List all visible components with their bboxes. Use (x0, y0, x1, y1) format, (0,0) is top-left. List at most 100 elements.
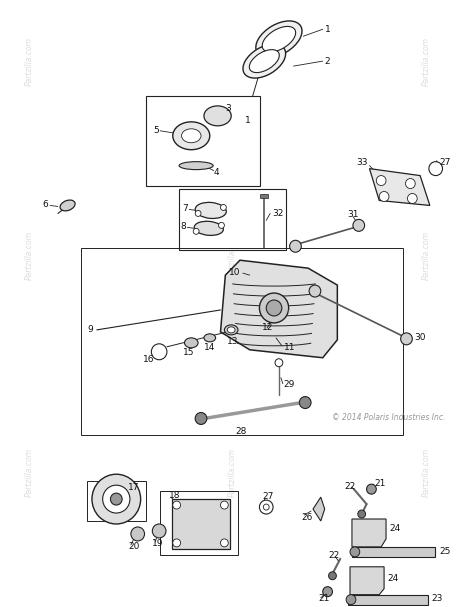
Circle shape (406, 178, 415, 189)
Circle shape (353, 219, 365, 231)
Bar (160, 491, 238, 555)
Circle shape (379, 192, 389, 202)
Text: 23: 23 (432, 594, 443, 603)
Text: 2: 2 (325, 56, 330, 66)
Text: 9: 9 (87, 325, 93, 334)
Text: 18: 18 (169, 490, 181, 500)
Bar (146, 96, 260, 186)
Circle shape (259, 293, 289, 323)
Ellipse shape (195, 202, 226, 219)
Circle shape (259, 500, 273, 514)
Ellipse shape (204, 106, 231, 126)
Text: 29: 29 (284, 380, 295, 389)
Circle shape (358, 510, 365, 518)
Text: 20: 20 (128, 543, 139, 551)
Circle shape (220, 205, 226, 211)
Bar (352, 547, 435, 557)
Ellipse shape (204, 334, 216, 342)
Text: 28: 28 (235, 427, 246, 436)
Ellipse shape (182, 129, 201, 143)
Text: © Partzilla: © Partzilla (263, 310, 292, 314)
Circle shape (92, 474, 141, 524)
Text: 27: 27 (439, 158, 451, 167)
Text: 26: 26 (301, 512, 313, 521)
Bar (260, 194, 268, 198)
Text: 33: 33 (356, 158, 367, 167)
Text: Partzilla.com: Partzilla.com (25, 448, 34, 497)
Circle shape (220, 539, 228, 547)
Text: 24: 24 (387, 574, 398, 583)
Circle shape (408, 194, 417, 203)
Circle shape (266, 300, 282, 316)
Circle shape (219, 222, 224, 228)
Text: 30: 30 (414, 333, 426, 342)
Text: 22: 22 (328, 551, 340, 560)
Polygon shape (352, 519, 386, 547)
Ellipse shape (249, 50, 279, 73)
Circle shape (220, 501, 228, 509)
Bar (172, 499, 230, 549)
Text: 25: 25 (439, 548, 451, 557)
Bar (87, 481, 146, 521)
Text: Partzilla.com: Partzilla.com (421, 448, 430, 497)
Text: 5: 5 (153, 126, 159, 135)
Text: Partzilla.com: Partzilla.com (228, 448, 237, 497)
Polygon shape (313, 497, 325, 521)
Ellipse shape (224, 325, 238, 335)
Circle shape (328, 572, 337, 580)
Circle shape (173, 501, 181, 509)
Text: 16: 16 (143, 355, 154, 364)
Text: 11: 11 (284, 344, 295, 352)
Text: 27: 27 (263, 492, 274, 501)
Text: 3: 3 (225, 104, 231, 114)
Text: 6: 6 (42, 200, 48, 209)
Text: 1: 1 (245, 117, 251, 125)
Polygon shape (350, 567, 384, 595)
Ellipse shape (228, 327, 235, 333)
Text: 15: 15 (182, 348, 194, 358)
Circle shape (290, 240, 301, 253)
Circle shape (350, 547, 360, 557)
Polygon shape (220, 260, 337, 358)
Circle shape (264, 504, 269, 510)
Bar (81, 248, 402, 435)
Text: 10: 10 (229, 268, 241, 277)
Text: 14: 14 (204, 344, 215, 352)
Ellipse shape (173, 122, 210, 150)
Text: 24: 24 (389, 524, 400, 534)
Text: 32: 32 (272, 209, 283, 218)
Text: 12: 12 (263, 324, 274, 333)
Circle shape (366, 484, 376, 494)
Circle shape (401, 333, 412, 345)
Text: 22: 22 (344, 482, 356, 490)
Circle shape (376, 175, 386, 186)
Ellipse shape (262, 27, 296, 52)
Circle shape (300, 396, 311, 409)
Ellipse shape (194, 222, 223, 236)
Ellipse shape (184, 338, 198, 348)
Text: 1: 1 (325, 25, 330, 34)
Text: 17: 17 (128, 483, 139, 492)
Circle shape (195, 413, 207, 424)
Circle shape (110, 493, 122, 505)
Bar (179, 189, 286, 250)
Circle shape (195, 211, 201, 217)
Circle shape (275, 359, 283, 367)
Polygon shape (369, 169, 430, 205)
Circle shape (309, 285, 321, 297)
Text: 21: 21 (318, 594, 329, 603)
Circle shape (152, 524, 166, 538)
Ellipse shape (256, 21, 302, 58)
Circle shape (346, 595, 356, 605)
Circle shape (193, 228, 199, 234)
Circle shape (151, 344, 167, 360)
Ellipse shape (179, 161, 213, 169)
Text: 7: 7 (182, 204, 188, 213)
Circle shape (131, 527, 145, 541)
Circle shape (103, 485, 130, 513)
Ellipse shape (60, 200, 75, 211)
Circle shape (323, 587, 332, 597)
Text: 31: 31 (347, 210, 359, 219)
Text: Partzilla.com: Partzilla.com (25, 37, 34, 86)
Ellipse shape (243, 44, 286, 78)
